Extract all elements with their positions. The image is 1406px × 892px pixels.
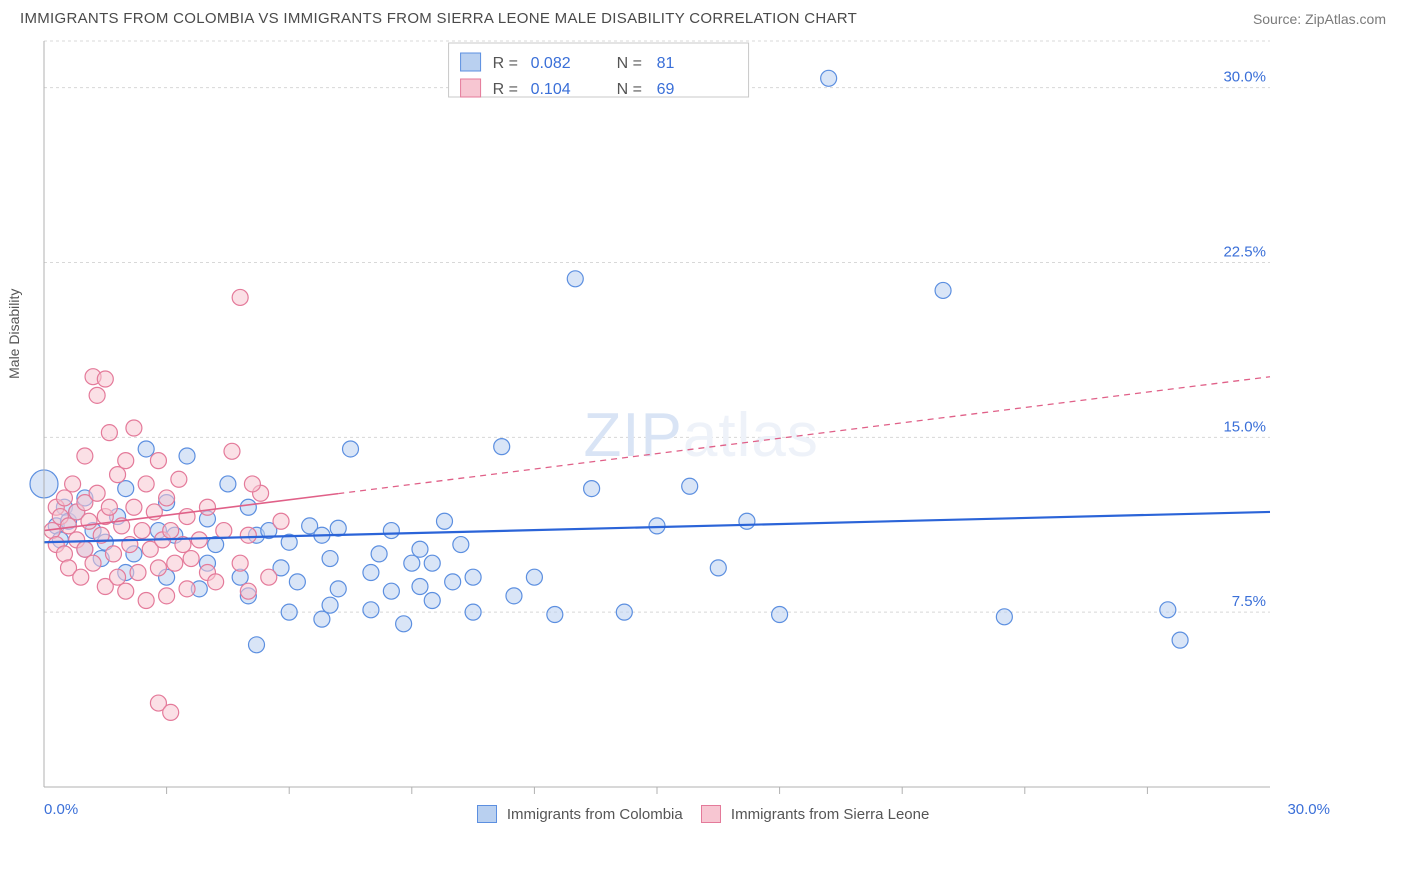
svg-text:0.082: 0.082 bbox=[531, 55, 571, 72]
svg-text:30.0%: 30.0% bbox=[1223, 69, 1266, 86]
svg-text:N =: N = bbox=[617, 55, 642, 72]
legend-label: Immigrants from Colombia bbox=[507, 806, 683, 823]
svg-text:81: 81 bbox=[657, 55, 675, 72]
svg-text:0.104: 0.104 bbox=[531, 81, 571, 98]
chart-title: IMMIGRANTS FROM COLOMBIA VS IMMIGRANTS F… bbox=[20, 10, 857, 27]
chart-area: Male Disability 7.5%15.0%22.5%30.0%ZIPat… bbox=[20, 31, 1386, 801]
legend-swatch-icon bbox=[477, 805, 497, 823]
legend-item-colombia: Immigrants from Colombia bbox=[477, 805, 683, 823]
svg-text:ZIPatlas: ZIPatlas bbox=[583, 401, 818, 470]
legend-label: Immigrants from Sierra Leone bbox=[731, 806, 929, 823]
svg-text:15.0%: 15.0% bbox=[1223, 418, 1266, 435]
svg-text:69: 69 bbox=[657, 81, 675, 98]
svg-text:N =: N = bbox=[617, 81, 642, 98]
svg-text:7.5%: 7.5% bbox=[1232, 593, 1266, 610]
scatter-plot: 7.5% 15.0% 22.5% 30.0% ZIPatlas R = 0.082 N = 81… bbox=[20, 31, 1330, 801]
legend-bottom: Immigrants from Colombia Immigrants from… bbox=[0, 805, 1406, 823]
chart-source: Source: ZipAtlas.com bbox=[1253, 11, 1386, 27]
y-axis-label: Male Disability bbox=[6, 289, 22, 379]
svg-text:R =: R = bbox=[493, 81, 518, 98]
svg-text:22.5%: 22.5% bbox=[1223, 243, 1266, 260]
svg-text:R =: R = bbox=[493, 55, 518, 72]
legend-item-sierra-leone: Immigrants from Sierra Leone bbox=[701, 805, 930, 823]
legend-swatch-icon bbox=[701, 805, 721, 823]
chart-header: IMMIGRANTS FROM COLOMBIA VS IMMIGRANTS F… bbox=[0, 0, 1406, 31]
